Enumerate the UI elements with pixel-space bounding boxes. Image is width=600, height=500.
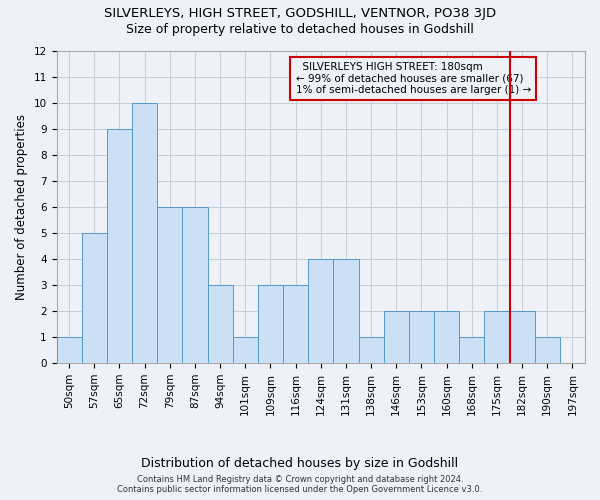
Bar — [82, 234, 107, 363]
Bar — [409, 311, 434, 363]
Bar — [434, 311, 459, 363]
Bar — [383, 311, 409, 363]
Bar — [208, 285, 233, 363]
Bar — [182, 208, 208, 363]
Text: Size of property relative to detached houses in Godshill: Size of property relative to detached ho… — [126, 22, 474, 36]
Bar — [157, 208, 182, 363]
Text: SILVERLEYS, HIGH STREET, GODSHILL, VENTNOR, PO38 3JD: SILVERLEYS, HIGH STREET, GODSHILL, VENTN… — [104, 8, 496, 20]
Bar — [459, 337, 484, 363]
Bar — [535, 337, 560, 363]
Bar — [233, 337, 258, 363]
Text: Distribution of detached houses by size in Godshill: Distribution of detached houses by size … — [142, 458, 458, 470]
Bar — [283, 285, 308, 363]
Bar — [509, 311, 535, 363]
Bar — [308, 260, 334, 363]
Text: Contains HM Land Registry data © Crown copyright and database right 2024.
Contai: Contains HM Land Registry data © Crown c… — [118, 474, 482, 494]
Bar — [56, 337, 82, 363]
Bar — [107, 130, 132, 363]
Bar — [132, 104, 157, 363]
Bar — [484, 311, 509, 363]
Text: SILVERLEYS HIGH STREET: 180sqm  
← 99% of detached houses are smaller (67)
1% of: SILVERLEYS HIGH STREET: 180sqm ← 99% of … — [296, 62, 531, 95]
Bar — [334, 260, 359, 363]
Bar — [258, 285, 283, 363]
Bar — [359, 337, 383, 363]
Y-axis label: Number of detached properties: Number of detached properties — [15, 114, 28, 300]
